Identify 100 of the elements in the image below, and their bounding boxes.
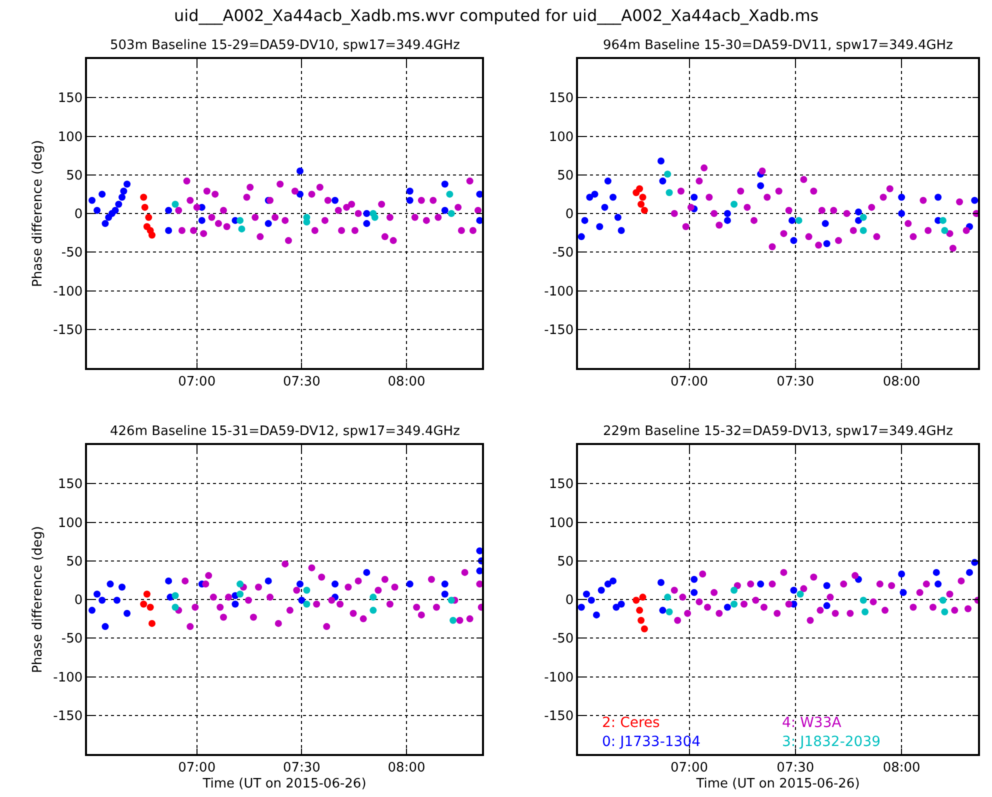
- point: [790, 586, 798, 594]
- point: [852, 572, 859, 580]
- point: [900, 589, 907, 596]
- point: [370, 606, 377, 614]
- point: [106, 580, 114, 588]
- point: [674, 616, 682, 624]
- y-tick-label: -150: [544, 322, 574, 338]
- point: [604, 580, 612, 588]
- point: [282, 216, 289, 224]
- point: [332, 580, 339, 588]
- point: [823, 240, 830, 248]
- point: [737, 188, 744, 195]
- point: [390, 237, 397, 244]
- point: [666, 189, 673, 196]
- point: [818, 206, 826, 214]
- point: [958, 577, 965, 584]
- point: [638, 200, 645, 208]
- point: [476, 580, 482, 588]
- point: [956, 198, 964, 206]
- text: 3: J1832-2039: [782, 734, 881, 750]
- point: [757, 580, 764, 588]
- point: [822, 220, 829, 228]
- y-tick-label: 0: [74, 593, 83, 608]
- point: [934, 580, 942, 588]
- chart-title: 229m Baseline 15-32=DA59-DV13, spw17=349.4GHz: [603, 424, 954, 439]
- point: [664, 170, 672, 178]
- y-tick-label: -50: [552, 632, 574, 647]
- point: [175, 206, 182, 214]
- point: [418, 196, 425, 204]
- point: [591, 190, 598, 198]
- point: [293, 586, 300, 594]
- point: [632, 596, 640, 604]
- x-tick-label: 07:00: [670, 760, 708, 776]
- point: [406, 580, 414, 588]
- point: [886, 185, 894, 192]
- point: [94, 590, 101, 598]
- point: [378, 200, 386, 208]
- point: [324, 196, 332, 204]
- point: [664, 594, 672, 601]
- point: [898, 210, 906, 217]
- point: [264, 220, 272, 228]
- point: [699, 570, 706, 578]
- point: [704, 604, 712, 611]
- point: [220, 614, 227, 621]
- point: [172, 604, 179, 611]
- text: 4: W33A: [782, 715, 842, 731]
- point: [910, 233, 917, 240]
- point: [141, 204, 148, 211]
- point: [696, 598, 703, 606]
- point: [186, 196, 194, 204]
- point: [193, 204, 200, 211]
- point: [434, 214, 442, 221]
- point: [272, 214, 279, 221]
- point: [298, 596, 306, 604]
- point: [210, 594, 217, 601]
- point: [854, 216, 862, 224]
- point: [286, 606, 294, 614]
- y-tick-label: 150: [548, 477, 574, 492]
- point: [192, 604, 199, 611]
- point: [592, 611, 600, 618]
- point: [588, 596, 595, 604]
- point: [795, 216, 802, 224]
- point: [296, 168, 304, 175]
- point: [223, 223, 230, 230]
- point: [788, 216, 796, 224]
- point: [636, 606, 644, 614]
- point: [311, 226, 318, 234]
- x-tick-label: 07:30: [282, 760, 320, 776]
- point: [684, 610, 692, 617]
- x-tick-label: 07:30: [776, 760, 814, 776]
- point: [433, 604, 440, 611]
- point: [124, 610, 131, 617]
- point: [601, 204, 608, 211]
- y-tick-label: -100: [53, 670, 83, 686]
- point: [454, 204, 462, 211]
- point: [946, 590, 954, 598]
- point: [682, 223, 690, 230]
- x-tick-label: 07:30: [282, 374, 320, 390]
- point: [466, 615, 474, 622]
- y-tick-label: 150: [58, 91, 83, 106]
- point: [148, 620, 156, 627]
- point: [113, 596, 120, 604]
- point: [323, 623, 330, 630]
- point: [441, 590, 448, 598]
- point: [618, 226, 625, 234]
- point: [690, 194, 698, 201]
- point: [441, 580, 448, 588]
- point: [476, 190, 482, 198]
- point: [411, 214, 418, 221]
- point: [939, 216, 946, 224]
- point: [165, 577, 172, 584]
- point: [706, 194, 713, 201]
- point: [768, 580, 776, 588]
- y-tick-label: 50: [557, 168, 574, 184]
- point: [966, 568, 974, 576]
- point: [785, 600, 792, 608]
- y-tick-label: -100: [544, 670, 574, 686]
- point: [202, 580, 210, 588]
- point: [360, 615, 367, 622]
- point: [687, 204, 694, 211]
